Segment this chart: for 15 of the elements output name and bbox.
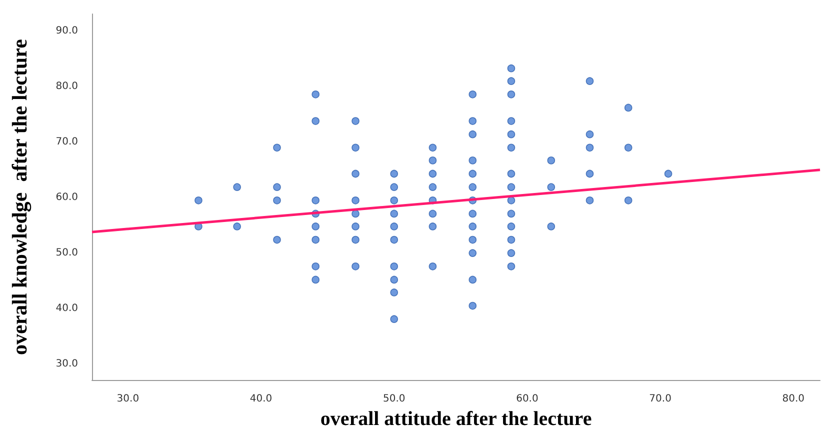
y-tick-label: 30.0 (56, 358, 78, 370)
y-tick-label: 70.0 (56, 136, 78, 148)
x-tick-label: 80.0 (782, 394, 805, 405)
y-tick-label: 50.0 (56, 248, 78, 259)
x-tick-label: 50.0 (382, 394, 406, 405)
y-tick-label: 40.0 (56, 303, 78, 314)
y-axis-title: overall knowledge after the lecture (8, 39, 32, 356)
x-tick-label: 70.0 (649, 394, 672, 405)
x-tick-label: 60.0 (516, 394, 538, 405)
y-tick-label: 60.0 (56, 192, 78, 204)
y-tick-label: 90.0 (56, 26, 78, 37)
x-axis-title: overall attitude after the lecture (320, 408, 592, 430)
y-tick-label: 80.0 (56, 81, 78, 92)
x-tick-label: 30.0 (116, 394, 140, 405)
x-tick-label: 40.0 (250, 394, 272, 405)
